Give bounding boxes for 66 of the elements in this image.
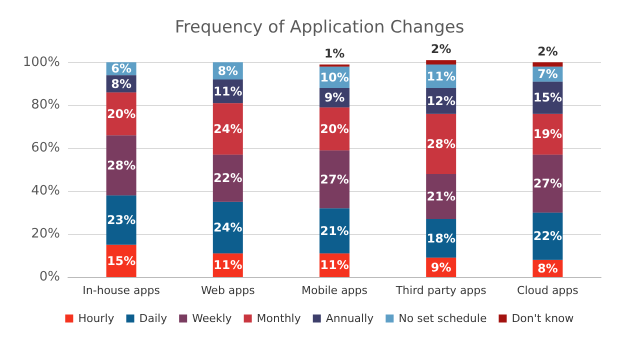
- y-tick-label: 60%: [31, 140, 60, 156]
- legend-label: Hourly: [78, 312, 115, 325]
- data-label: 21%: [426, 189, 456, 204]
- bar: [426, 60, 456, 64]
- legend-label: Annually: [326, 312, 374, 325]
- data-label: 15%: [106, 254, 136, 268]
- y-tick-label: 40%: [31, 184, 60, 199]
- bar: [320, 208, 350, 254]
- bar: [532, 212, 563, 260]
- legend-label: Daily: [139, 312, 168, 325]
- x-tick-label: Cloud apps: [517, 284, 579, 297]
- data-label: 20%: [320, 122, 349, 136]
- data-label: 2%: [430, 42, 452, 56]
- x-tick-label: Web apps: [200, 284, 256, 297]
- legend-label: Don't know: [512, 312, 574, 325]
- bar: [106, 195, 136, 245]
- data-label: 11%: [214, 84, 242, 98]
- data-label: 28%: [426, 136, 456, 151]
- legend-label: No set schedule: [398, 312, 487, 325]
- y-tick-label: 0%: [39, 270, 60, 284]
- bar: [426, 114, 456, 174]
- bar: [426, 174, 456, 220]
- x-tick-label: Mobile apps: [301, 284, 368, 297]
- data-label: 20%: [106, 106, 136, 121]
- data-label: 22%: [214, 171, 242, 186]
- bar: [212, 154, 243, 202]
- bar: [320, 150, 350, 208]
- data-label: 24%: [214, 220, 242, 235]
- data-label: 27%: [533, 176, 562, 191]
- data-label: 19%: [533, 127, 562, 142]
- data-label: 24%: [214, 122, 242, 136]
- y-tick-label: 80%: [31, 98, 60, 113]
- data-label: 22%: [533, 229, 562, 244]
- legend-label: Weekly: [192, 312, 232, 325]
- bar: [212, 202, 243, 254]
- data-label: 11%: [214, 258, 242, 272]
- data-label: 7%: [538, 67, 558, 82]
- data-label: 2%: [538, 44, 558, 58]
- data-label: 21%: [320, 224, 349, 238]
- data-label: 1%: [324, 46, 345, 60]
- bar: [212, 103, 243, 155]
- data-label: 8%: [218, 64, 238, 78]
- y-tick-label: 20%: [31, 226, 60, 242]
- data-label: 18%: [426, 231, 456, 246]
- data-label: 9%: [430, 260, 452, 274]
- chart-title: Frequency of Application Changes: [174, 18, 464, 38]
- data-label: 11%: [320, 258, 349, 272]
- data-label: 10%: [320, 70, 349, 84]
- bar: [532, 154, 563, 213]
- x-tick-label: Third party apps: [394, 284, 487, 297]
- data-label: 9%: [324, 90, 345, 105]
- legend-label: Monthly: [256, 312, 302, 325]
- bar: [106, 135, 136, 196]
- data-label: 8%: [111, 76, 132, 91]
- data-label: 15%: [533, 90, 562, 105]
- data-label: 11%: [426, 69, 456, 84]
- data-label: 23%: [106, 213, 136, 228]
- data-label: 6%: [111, 62, 132, 76]
- bar: [320, 64, 350, 67]
- x-tick-label: In-house apps: [82, 284, 160, 297]
- data-label: 27%: [320, 172, 349, 186]
- bar: [532, 62, 563, 67]
- data-label: 12%: [426, 94, 456, 108]
- y-tick-label: 100%: [22, 54, 60, 70]
- data-label: 28%: [106, 158, 136, 172]
- data-label: 8%: [538, 261, 558, 276]
